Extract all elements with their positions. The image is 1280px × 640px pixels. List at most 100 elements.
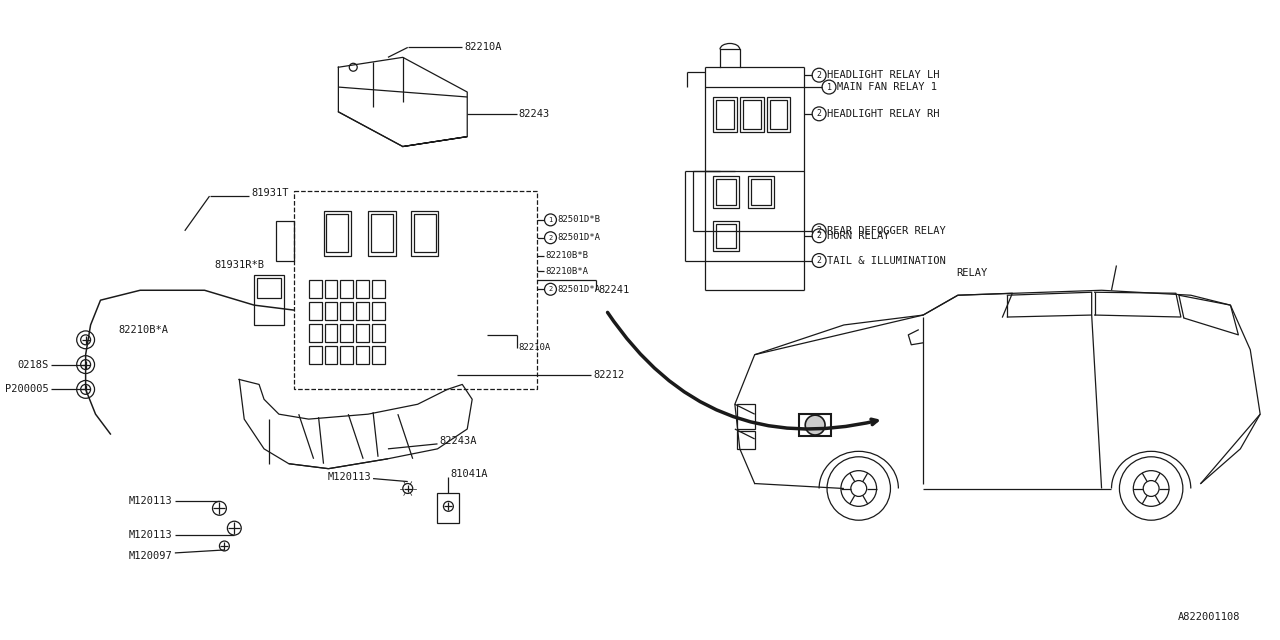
Text: 82243: 82243 [518,109,550,119]
Bar [255,275,284,325]
Bar [372,346,385,364]
Bar [340,346,353,364]
Text: 81931T: 81931T [251,188,289,198]
Circle shape [1120,457,1183,520]
Circle shape [544,284,557,295]
Text: 1: 1 [548,217,553,223]
Bar [325,302,338,320]
Text: 82212: 82212 [593,369,625,380]
Circle shape [813,253,826,268]
Bar [716,224,736,248]
Circle shape [443,501,453,511]
Text: M120097: M120097 [129,551,173,561]
Bar [750,179,771,205]
Text: 81931R*B: 81931R*B [215,260,265,271]
Bar [325,280,338,298]
Bar [356,324,369,342]
Text: 1: 1 [827,83,832,92]
Circle shape [81,360,91,369]
Text: 2: 2 [817,231,822,240]
Circle shape [813,229,826,243]
Circle shape [822,80,836,94]
Bar [748,176,773,208]
Bar [356,346,369,364]
Circle shape [813,107,826,121]
Text: M120113: M120113 [328,472,371,482]
Text: TAIL & ILLUMINATION: TAIL & ILLUMINATION [827,255,946,266]
Text: 2: 2 [817,256,822,265]
Circle shape [212,501,227,515]
Text: 82210A: 82210A [518,343,550,352]
Bar [767,97,790,132]
Text: REAR DEFOGGER RELAY: REAR DEFOGGER RELAY [827,226,946,236]
Bar [713,176,739,208]
Text: RELAY: RELAY [956,268,987,278]
Text: 81041A: 81041A [451,468,488,479]
Circle shape [403,484,412,493]
Text: HEADLIGHT RELAY LH: HEADLIGHT RELAY LH [827,70,940,80]
Text: 82501D*A: 82501D*A [557,233,600,242]
Bar [340,324,353,342]
Bar [356,280,369,298]
Bar [257,278,280,298]
Bar [369,211,396,255]
Bar [737,404,755,429]
Bar [413,214,435,252]
Text: 82210B*A: 82210B*A [545,267,589,276]
Circle shape [81,335,91,345]
Circle shape [544,214,557,226]
Bar [372,302,385,320]
Text: 0218S: 0218S [18,360,49,370]
Circle shape [851,481,867,497]
Text: 82501D*B: 82501D*B [557,216,600,225]
Bar [324,211,351,255]
Circle shape [77,356,95,374]
Bar [372,324,385,342]
Bar [276,221,294,260]
Bar [713,97,737,132]
Bar [716,100,733,129]
Bar [411,211,439,255]
Bar [294,191,536,389]
Bar [308,302,321,320]
Bar [325,346,338,364]
Text: 2: 2 [548,235,553,241]
Circle shape [77,380,95,398]
Circle shape [1133,470,1169,506]
Bar [713,221,739,251]
Text: 2: 2 [817,70,822,79]
Bar [356,302,369,320]
Text: MAIN FAN RELAY 1: MAIN FAN RELAY 1 [837,82,937,92]
Circle shape [219,541,229,551]
Bar [308,346,321,364]
Bar [325,324,338,342]
Circle shape [77,331,95,349]
Text: M120113: M120113 [129,497,173,506]
Text: HORN RELAY: HORN RELAY [827,231,890,241]
Text: 82501D*A: 82501D*A [557,285,600,294]
Circle shape [81,385,91,394]
Bar [742,100,760,129]
Bar [799,414,831,436]
Text: 2: 2 [817,109,822,118]
Circle shape [1143,481,1160,497]
Circle shape [805,415,826,435]
Bar [438,493,460,523]
Text: 82210A: 82210A [465,42,502,52]
Circle shape [813,224,826,237]
Circle shape [228,521,241,535]
Bar [740,97,764,132]
Bar [340,280,353,298]
Text: 82210B*B: 82210B*B [545,251,589,260]
Bar [737,431,755,449]
Text: 2: 2 [548,286,553,292]
Text: 82243A: 82243A [439,436,477,446]
Bar [308,324,321,342]
Bar [372,280,385,298]
Text: HEADLIGHT RELAY RH: HEADLIGHT RELAY RH [827,109,940,119]
Text: A822001108: A822001108 [1178,612,1240,622]
Text: 2: 2 [817,227,822,236]
Bar [340,302,353,320]
Bar [326,214,348,252]
Circle shape [827,457,891,520]
